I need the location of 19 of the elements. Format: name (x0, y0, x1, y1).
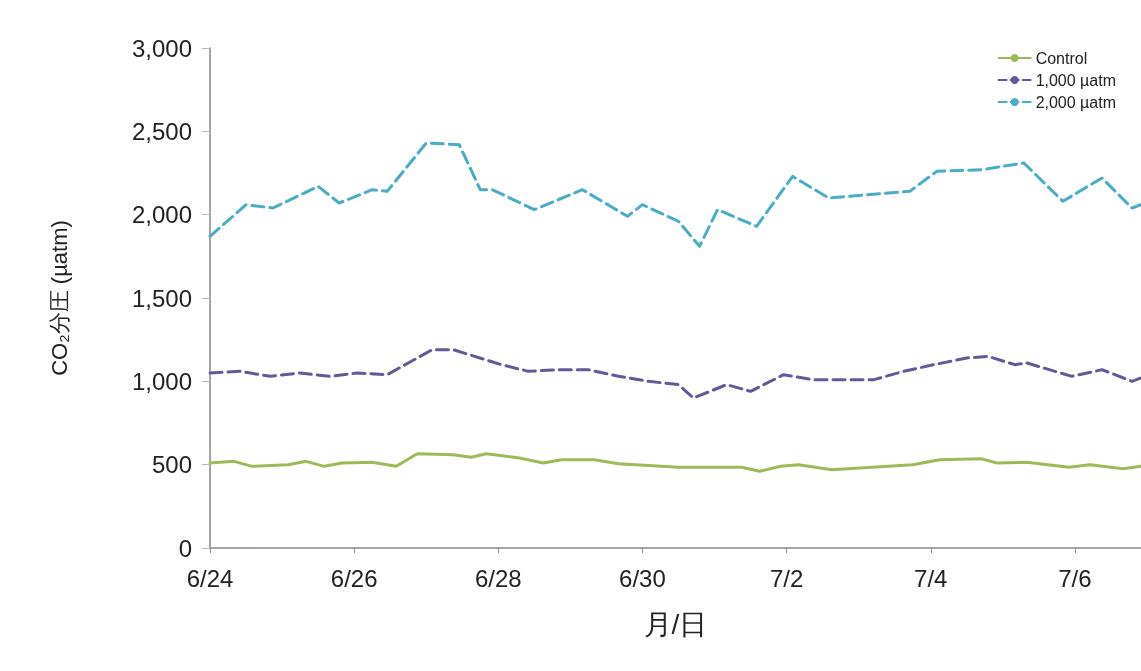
y-tick-label: 1,500 (131, 284, 192, 312)
y-tick-label: 0 (178, 534, 192, 562)
y-tick-label: 2,000 (131, 201, 192, 229)
x-axis-title: 月/日 (643, 608, 708, 640)
x-tick-label: 6/26 (330, 564, 378, 592)
x-tick-label: 7/4 (914, 564, 948, 592)
y-tick-label: 1,000 (131, 367, 192, 395)
x-tick-label: 6/24 (186, 564, 234, 592)
legend-label: 1,000 µatm (1035, 71, 1116, 89)
legend-label: Control (1035, 49, 1088, 67)
y-tick-label: 500 (151, 451, 192, 479)
x-tick-label: 7/6 (1058, 564, 1092, 592)
y-tick-label: 2,500 (131, 117, 192, 145)
y-axis-title: CO₂分圧 (µatm) (46, 220, 72, 376)
x-tick-label: 6/30 (619, 564, 666, 592)
x-tick-label: 7/2 (769, 564, 804, 592)
x-tick-label: 6/28 (474, 564, 522, 592)
legend-label: 2,000 µatm (1035, 93, 1116, 111)
y-tick-label: 3,000 (131, 34, 192, 62)
